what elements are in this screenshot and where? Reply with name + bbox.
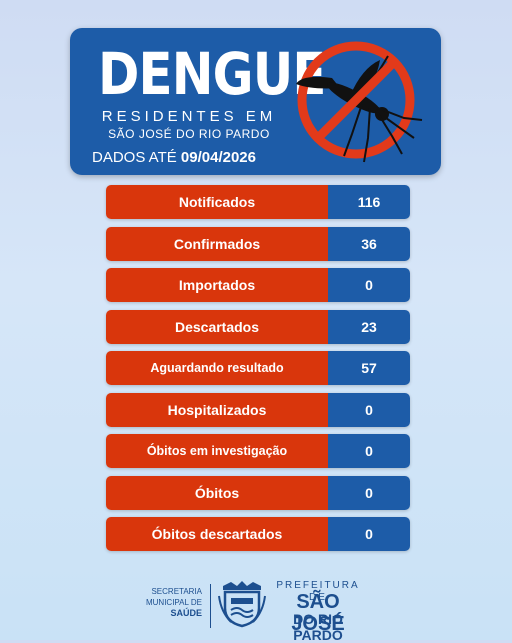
row-value: 57	[328, 351, 410, 385]
row-label: Hospitalizados	[106, 392, 328, 427]
row-aguardando-resultado: Aguardando resultado 57	[106, 351, 410, 385]
row-value: 116	[328, 185, 410, 219]
date-value: 09/04/2026	[180, 149, 256, 166]
subtitle-residentes: RESIDENTES EM	[101, 108, 277, 125]
row-label: Importados	[106, 268, 328, 302]
footer: SECRETARIA MUNICIPAL DE SAÚDE PREFEITURA…	[0, 570, 512, 643]
row-label: Notificados	[106, 185, 328, 219]
row-value: 23	[328, 309, 410, 344]
row-notificados: Notificados 116	[106, 185, 410, 219]
secretaria-line2: MUNICIPAL DE	[145, 598, 202, 607]
secretaria-line3: SAÚDE	[170, 608, 202, 618]
row-value: 36	[328, 226, 410, 261]
secretaria-logo-text: SECRETARIA MUNICIPAL DE SAÚDE	[138, 586, 202, 619]
row-obitos-descartados: Óbitos descartados 0	[106, 517, 410, 551]
row-value: 0	[328, 434, 410, 468]
stats-list: Notificados 116 Confirmados 36 Importado…	[106, 185, 410, 559]
page-title: DENGUE	[98, 40, 326, 108]
prefeitura-city-rest: DO RIO PARDO	[293, 611, 343, 643]
row-obitos-em-investigacao: Óbitos em investigação 0	[106, 434, 410, 468]
row-label: Óbitos	[106, 475, 328, 510]
header-panel: DENGUE RESIDENTES EM SÃO JOSÉ DO RIO PAR…	[70, 28, 441, 175]
row-label: Óbitos em investigação	[106, 434, 328, 468]
secretaria-line1: SECRETARIA	[151, 587, 202, 596]
row-value: 0	[328, 392, 410, 427]
no-mosquito-icon	[296, 41, 423, 163]
city-crest-icon	[218, 581, 266, 628]
row-value: 0	[328, 268, 410, 302]
date-prefix: DADOS ATÉ	[92, 149, 177, 166]
prefeitura-city: SÃO JOSÉ	[291, 591, 345, 635]
row-label: Descartados	[106, 309, 328, 344]
row-importados: Importados 0	[106, 268, 410, 302]
row-label: Óbitos descartados	[106, 517, 328, 551]
row-value: 0	[328, 475, 410, 510]
row-obitos: Óbitos 0	[106, 475, 410, 510]
row-hospitalizados: Hospitalizados 0	[106, 392, 410, 427]
prefeitura-label: PREFEITURA DE	[276, 580, 360, 603]
row-label: Aguardando resultado	[106, 351, 328, 385]
row-descartados: Descartados 23	[106, 309, 410, 344]
subtitle-city: SÃO JOSÉ DO RIO PARDO	[108, 127, 270, 141]
row-confirmados: Confirmados 36	[106, 226, 410, 261]
row-label: Confirmados	[106, 226, 328, 261]
footer-divider	[210, 584, 211, 628]
row-value: 0	[328, 517, 410, 551]
date-line: DADOS ATÉ 09/04/2026	[92, 148, 292, 168]
